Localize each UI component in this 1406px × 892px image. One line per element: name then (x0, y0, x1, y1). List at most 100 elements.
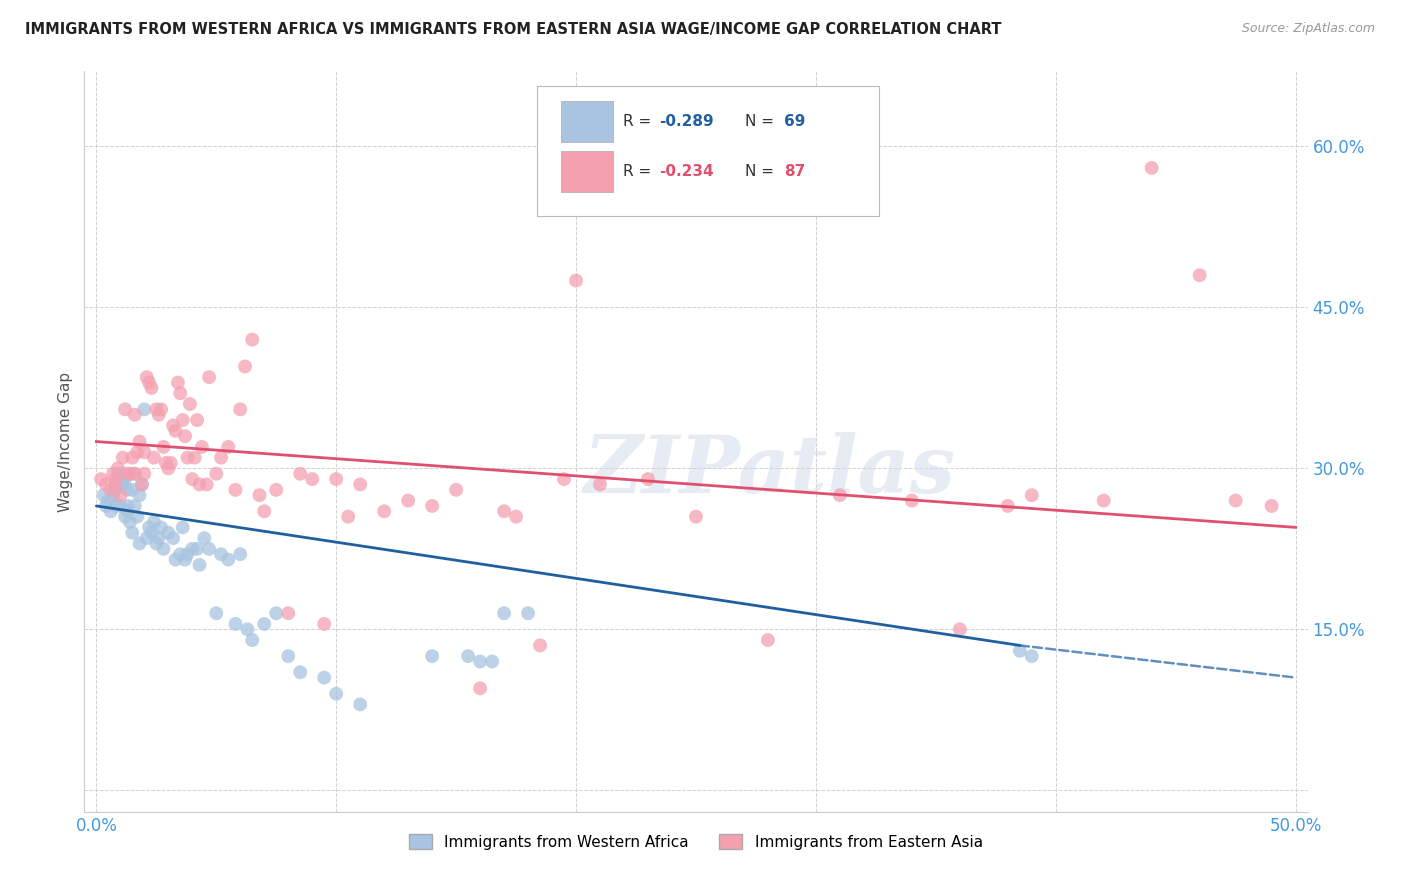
Point (101, 488, 124, 502)
Point (205, 467, 228, 481)
Point (134, 402, 156, 417)
Point (134, 445, 156, 459)
Point (142, 450, 165, 465)
Point (157, 525, 180, 540)
Text: R =: R = (623, 164, 655, 178)
Point (481, 655, 503, 669)
Point (128, 488, 150, 502)
Point (127, 509, 149, 524)
Text: 87: 87 (785, 164, 806, 178)
Point (468, 655, 491, 669)
Point (236, 623, 259, 637)
Point (165, 552, 187, 566)
Point (1260, 499, 1282, 513)
Text: -0.289: -0.289 (659, 114, 714, 129)
Point (94, 499, 117, 513)
Point (253, 504, 276, 518)
Point (240, 633, 263, 648)
Point (118, 467, 141, 481)
Point (240, 333, 263, 347)
Point (195, 477, 218, 491)
Point (141, 525, 163, 540)
Point (264, 483, 287, 497)
Point (901, 493, 924, 508)
Point (181, 472, 204, 486)
Point (828, 488, 851, 502)
Text: N =: N = (745, 164, 779, 178)
Point (172, 413, 194, 427)
Point (349, 477, 371, 491)
Point (290, 665, 312, 680)
Point (1021, 649, 1043, 664)
FancyBboxPatch shape (561, 101, 613, 143)
Point (420, 499, 443, 513)
Point (444, 483, 467, 497)
Point (186, 413, 208, 427)
Point (337, 509, 360, 524)
Text: IMMIGRANTS FROM WESTERN AFRICA VS IMMIGRANTS FROM EASTERN ASIA WAGE/INCOME GAP C: IMMIGRANTS FROM WESTERN AFRICA VS IMMIGR… (25, 22, 1002, 37)
Point (494, 606, 516, 620)
Point (325, 687, 347, 701)
Point (529, 639, 551, 653)
Point (107, 461, 129, 475)
Point (145, 402, 167, 417)
Text: Source: ZipAtlas.com: Source: ZipAtlas.com (1241, 22, 1375, 36)
Point (94, 477, 117, 491)
Point (290, 467, 312, 481)
Point (301, 472, 323, 486)
Point (142, 515, 165, 529)
Point (97, 493, 120, 508)
Point (249, 488, 271, 502)
Point (138, 520, 160, 534)
Point (1008, 644, 1031, 658)
Point (1188, 268, 1211, 283)
Point (685, 509, 707, 524)
Point (188, 558, 211, 572)
Point (148, 408, 170, 422)
Point (517, 606, 540, 620)
Point (135, 370, 157, 384)
Point (124, 467, 146, 481)
Text: ZIPatlas: ZIPatlas (583, 433, 956, 510)
Point (152, 440, 174, 454)
Point (121, 525, 143, 540)
Point (155, 456, 177, 470)
Point (277, 649, 299, 664)
Point (373, 504, 395, 518)
Point (174, 552, 197, 566)
Point (169, 386, 191, 401)
Point (104, 472, 127, 486)
Point (174, 429, 197, 443)
Point (152, 541, 174, 556)
Point (181, 541, 204, 556)
Point (117, 499, 139, 513)
Point (100, 504, 122, 518)
Point (325, 472, 347, 486)
Point (111, 467, 134, 481)
Point (117, 483, 139, 497)
Point (277, 606, 299, 620)
Point (100, 483, 122, 497)
Point (193, 531, 215, 545)
Point (314, 616, 336, 631)
Point (468, 681, 491, 696)
Point (135, 531, 157, 545)
Point (1225, 493, 1247, 508)
Point (314, 671, 336, 685)
Point (110, 488, 132, 502)
Point (134, 467, 156, 481)
Point (565, 274, 588, 288)
Point (127, 445, 149, 459)
Point (138, 376, 160, 390)
Point (107, 467, 129, 481)
Point (159, 456, 181, 470)
Point (349, 698, 371, 712)
Point (949, 623, 972, 637)
Point (217, 440, 239, 454)
Point (169, 547, 191, 561)
FancyBboxPatch shape (561, 151, 613, 192)
Point (224, 483, 246, 497)
Point (1140, 161, 1163, 175)
Point (997, 499, 1019, 513)
Point (121, 483, 143, 497)
